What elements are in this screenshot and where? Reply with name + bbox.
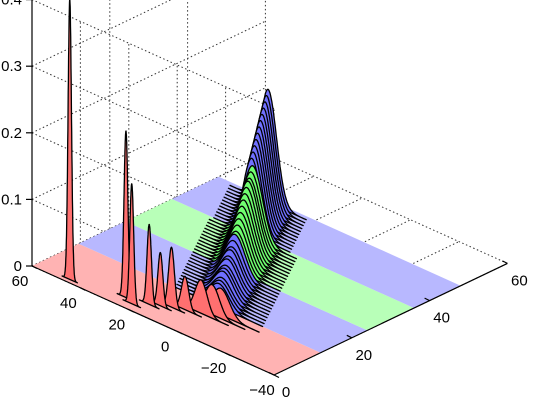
- grid-line: [31, 153, 266, 267]
- x-tick-label: 20: [355, 347, 372, 364]
- x-tick: [502, 260, 508, 264]
- grid-line: [31, 0, 172, 67]
- y-tick-label: 0: [161, 338, 169, 355]
- x-axis-line: [273, 262, 508, 376]
- x-tick: [346, 334, 353, 339]
- z-tick-label: 0: [14, 258, 22, 275]
- x-tick-label: 40: [433, 310, 450, 327]
- trace-layer: [61, 0, 307, 333]
- trace: [138, 223, 160, 310]
- x-tick: [424, 297, 430, 302]
- y-tick-label: 60: [12, 273, 29, 290]
- grid-line: [31, 65, 275, 176]
- z-tick-label: 0.4: [1, 0, 22, 9]
- y-tick: [31, 265, 38, 270]
- y-tick: [80, 287, 86, 291]
- y-tick-label: −20: [201, 360, 226, 377]
- grid-line: [265, 153, 508, 264]
- z-tick-label: 0.2: [1, 125, 22, 142]
- y-axis-line: [31, 265, 275, 376]
- y-tick: [128, 309, 135, 313]
- x-tick-label: 60: [511, 272, 528, 289]
- x-tick-label: 0: [282, 384, 290, 401]
- z-tick-label: 0.3: [1, 58, 22, 75]
- y-tick-label: 20: [108, 317, 125, 334]
- y-tick: [225, 352, 231, 357]
- y-tick: [273, 374, 280, 379]
- z-tick-label: 0.1: [1, 191, 22, 208]
- trace: [122, 183, 142, 309]
- grid-line: [31, 20, 266, 134]
- x-tick: [268, 371, 275, 376]
- y-tick-label: 40: [60, 295, 77, 312]
- grid-line: [31, 0, 275, 110]
- grid-line: [31, 87, 266, 200]
- y-tick-label: −40: [249, 382, 274, 399]
- axes: [26, 0, 508, 379]
- trace: [61, 0, 79, 284]
- y-tick: [176, 330, 183, 335]
